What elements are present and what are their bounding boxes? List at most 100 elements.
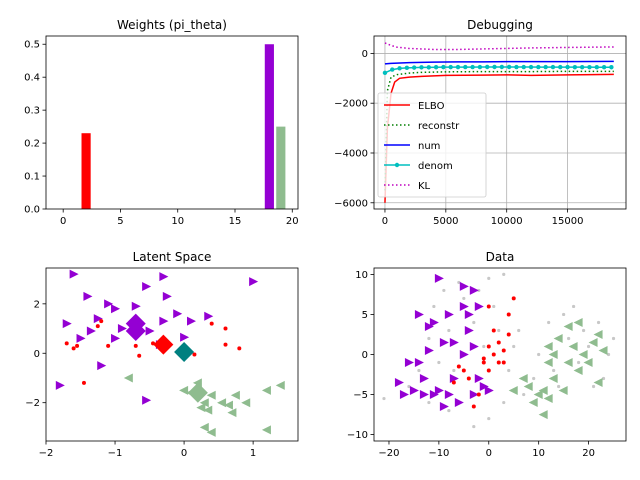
scatter-triangle-left xyxy=(230,390,240,400)
scatter-dot xyxy=(496,340,501,345)
scatter-triangle-right xyxy=(434,273,444,283)
scatter-triangle-right xyxy=(83,291,93,301)
scatter-triangle-right xyxy=(404,358,414,368)
series-point-denom xyxy=(514,64,519,70)
y-tick-label: 0.0 xyxy=(24,205,40,216)
y-tick-label: 0.4 xyxy=(24,73,40,84)
scatter-dot xyxy=(133,343,138,348)
scatter-dot-small xyxy=(502,400,506,405)
x-tick-label: 20 xyxy=(286,216,299,227)
series-point-denom xyxy=(492,64,497,70)
scatter-triangle-right xyxy=(429,390,439,400)
scatter-triangle-left xyxy=(179,385,189,395)
scatter-dot-small xyxy=(432,304,436,309)
scatter-triangle-right xyxy=(186,316,196,326)
scatter-dot xyxy=(466,376,471,381)
bar xyxy=(276,126,286,209)
scatter-triangle-right xyxy=(459,350,469,359)
scatter-dot-small xyxy=(572,304,576,309)
scatter-triangle-right xyxy=(249,277,259,287)
scatter-dot-small xyxy=(552,368,556,373)
scatter-dot-small xyxy=(487,276,491,281)
scatter-dot xyxy=(496,360,501,365)
scatter-triangle-left xyxy=(543,358,553,368)
y-tick-label: 0 xyxy=(362,49,368,60)
scatter-triangle-right xyxy=(414,309,424,319)
scatter-triangle-right xyxy=(469,390,479,400)
legend: ELBO reconstr num denom KL xyxy=(377,92,487,198)
scatter-dot xyxy=(81,380,86,385)
scatter-diamond xyxy=(153,334,174,355)
scatter-triangle-left xyxy=(261,425,271,435)
chart-panel-0: 0 5 10 15 20 0.0 0.1 0.2 0.3 0.4 0.5 Weights (pi_th… xyxy=(24,18,299,227)
scatter-dot-small xyxy=(452,368,456,373)
scatter-triangle-right xyxy=(117,324,127,334)
scatter-dot-small xyxy=(382,396,386,401)
scatter-dot xyxy=(491,352,496,357)
scatter-dot xyxy=(223,342,228,347)
scatter-triangle-left xyxy=(563,321,573,331)
legend-label: ELBO xyxy=(418,101,445,112)
scatter-triangle-left xyxy=(533,390,543,400)
scatter-dot-small xyxy=(447,408,451,413)
y-tick-label: 0.1 xyxy=(24,172,40,183)
scatter-dot-small xyxy=(442,288,446,293)
scatter-dot xyxy=(481,360,486,365)
scatter-dot xyxy=(511,296,516,301)
scatter-triangle-right xyxy=(159,316,169,326)
x-tick-label: 0 xyxy=(60,216,66,227)
scatter-dot-small xyxy=(576,360,581,365)
scatter-triangle-right xyxy=(424,345,434,355)
chart-panel-1: 0 5000 10000 15000 0 −2000 −4000 −6000 Debugging… xyxy=(334,18,627,227)
scatter-triangle-right xyxy=(159,272,169,282)
scatter-dot xyxy=(481,356,486,361)
scatter-triangle-left xyxy=(196,403,206,413)
series-line-reconstr xyxy=(384,70,614,191)
series-point-denom xyxy=(485,64,490,70)
x-tick-label: 0 xyxy=(181,448,187,459)
scatter-triangle-right xyxy=(142,395,152,405)
x-tick-label: 10 xyxy=(171,216,184,227)
scatter-triangle-right xyxy=(93,314,103,324)
chart-title: Weights (pi_theta) xyxy=(117,18,227,32)
x-tick-label: −20 xyxy=(378,448,399,459)
series-point-denom xyxy=(601,65,607,70)
axes-frame-0 xyxy=(45,35,299,210)
series-point-denom xyxy=(477,64,483,70)
scatter-dot-small xyxy=(601,376,606,381)
x-tick-label: 15 xyxy=(229,216,242,227)
scatter-triangle-right xyxy=(424,321,434,331)
series-point-denom xyxy=(404,65,410,71)
scatter-dot xyxy=(486,368,491,373)
y-tick-label: 10 xyxy=(355,270,368,281)
scatter-dot-small xyxy=(512,344,516,349)
scatter-triangle-right xyxy=(173,309,183,319)
scatter-triangle-right xyxy=(434,386,444,396)
scatter-dot xyxy=(106,343,111,348)
scatter-triangle-left xyxy=(598,345,608,355)
scatter-triangle-left xyxy=(593,329,603,339)
scatter-dot-small xyxy=(407,384,411,389)
scatter-triangle-left xyxy=(548,350,558,359)
y-tick-label: 5 xyxy=(362,310,368,321)
scatter-dot xyxy=(99,319,104,324)
scatter-triangle-right xyxy=(76,333,86,343)
y-tick-label: 0.5 xyxy=(24,40,40,51)
series-point-denom xyxy=(572,64,578,70)
plot-area-3 xyxy=(382,272,616,429)
x-tick-label: −1 xyxy=(108,448,123,459)
series-point-denom xyxy=(463,64,468,70)
scatter-dot xyxy=(486,304,491,309)
scatter-triangle-left xyxy=(203,405,213,415)
scatter-triangle-left xyxy=(543,341,553,351)
chart-panel-2: −2 −1 0 1 2 0 −2 Latent Space xyxy=(25,250,299,459)
scatter-dot-small xyxy=(596,320,601,325)
scatter-triangle-left xyxy=(543,394,553,404)
scatter-triangle-left xyxy=(588,337,598,347)
legend-label: num xyxy=(418,141,440,152)
scatter-triangle-right xyxy=(419,390,429,400)
axes-frame-1 xyxy=(373,35,627,210)
scatter-dot xyxy=(461,368,466,373)
scatter-triangle-right xyxy=(429,317,439,327)
